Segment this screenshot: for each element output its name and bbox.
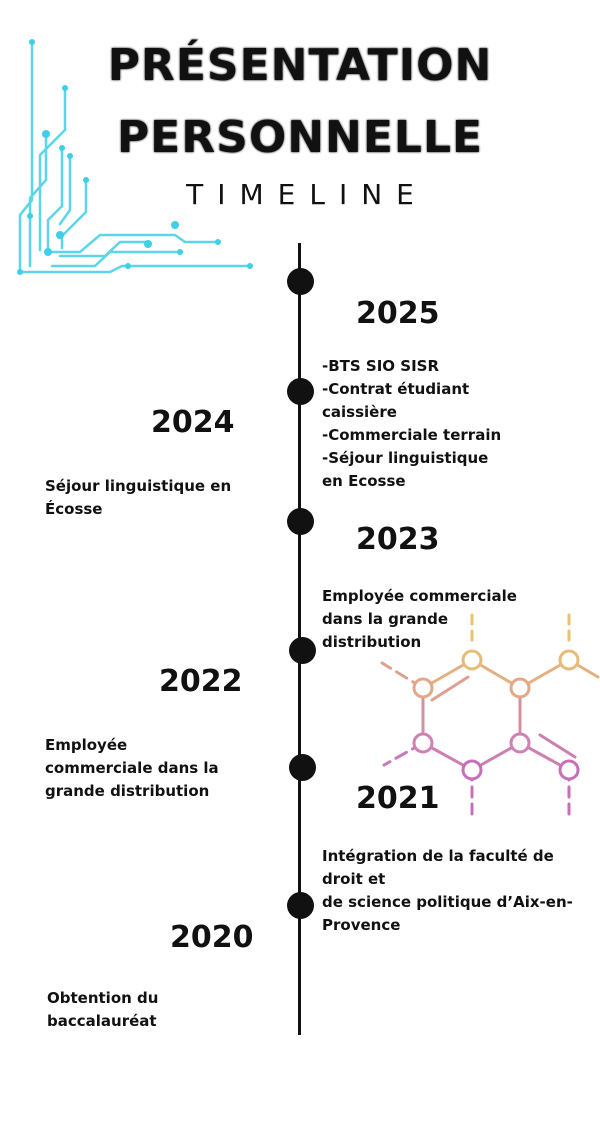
year-2024: 2024 — [151, 405, 235, 440]
page-title-line1: PRÉSENTATION — [107, 40, 493, 91]
hexagon-molecule-icon — [380, 613, 600, 822]
year-2025: 2025 — [356, 296, 440, 331]
year-2023: 2023 — [356, 522, 440, 557]
year-2021: 2021 — [356, 781, 440, 816]
timeline-dot-2025 — [287, 268, 314, 295]
year-2020: 2020 — [170, 920, 254, 955]
timeline-dot-2023 — [287, 508, 314, 535]
page-title-line2: PERSONNELLE — [116, 112, 484, 163]
timeline-dot-2022 — [289, 637, 316, 664]
desc-2023: Employée commerciale dans la grande dist… — [322, 587, 517, 651]
circuit-decoration-icon — [17, 39, 253, 275]
desc-2022: Employée commerciale dans la grande dist… — [45, 736, 219, 800]
timeline-dot-2021 — [289, 754, 316, 781]
year-2022: 2022 — [159, 664, 243, 699]
desc-2021: Intégration de la faculté de droit et de… — [322, 847, 573, 934]
timeline-dot-2024 — [287, 378, 314, 405]
desc-2020: Obtention du baccalauréat — [47, 989, 159, 1030]
page-subtitle: TIMELINE — [186, 178, 428, 211]
desc-2025: -BTS SIO SISR -Contrat étudiant caissièr… — [322, 357, 502, 490]
desc-2024: Séjour linguistique en Écosse — [45, 477, 232, 518]
timeline-dot-2020 — [287, 892, 314, 919]
